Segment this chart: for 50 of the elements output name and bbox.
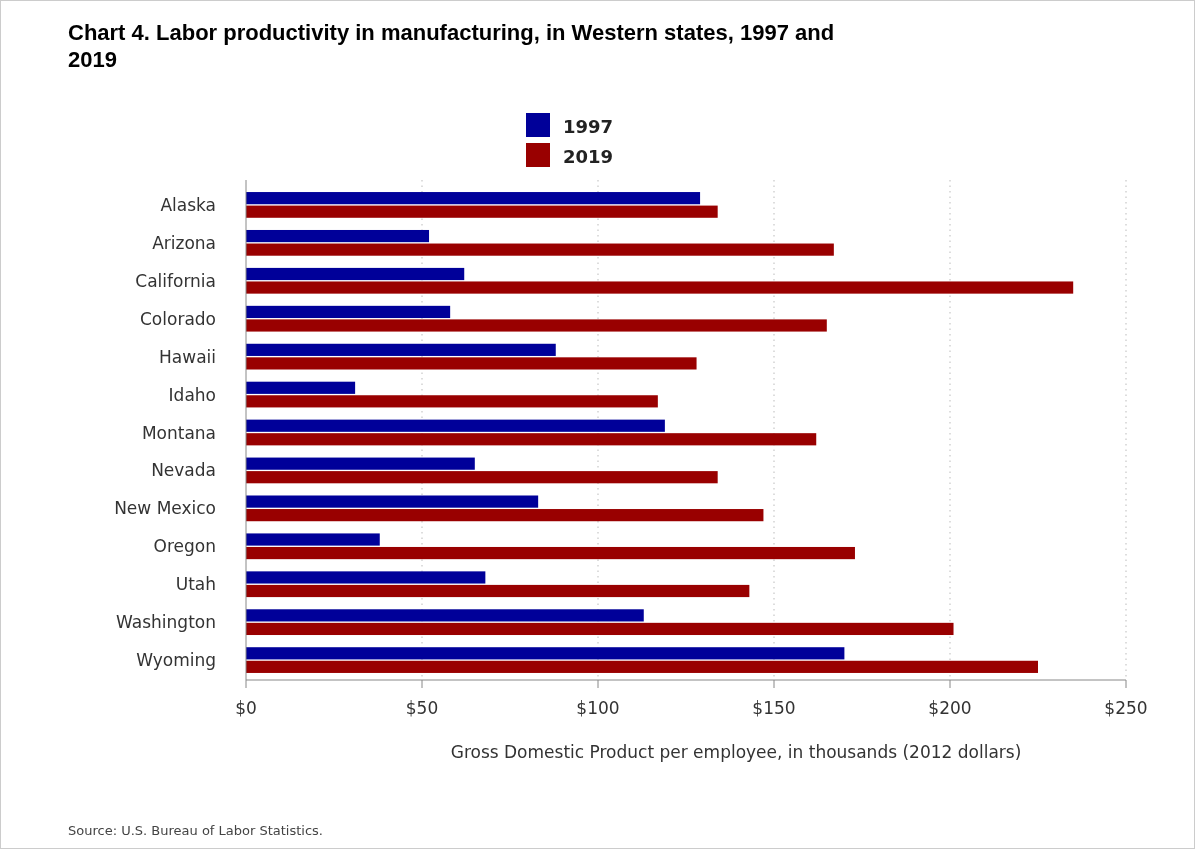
y-tick-label: Oregon	[153, 536, 216, 557]
y-tick-label: Idaho	[168, 384, 216, 405]
bar	[246, 343, 556, 356]
bar	[246, 205, 718, 218]
y-tick-label: Wyoming	[136, 650, 216, 671]
x-tick-label: $150	[752, 698, 796, 718]
bar	[246, 305, 451, 319]
bar	[246, 495, 539, 508]
bar	[246, 281, 1074, 294]
y-tick-label: Colorado	[140, 308, 216, 329]
bar	[246, 433, 817, 446]
bar	[246, 509, 764, 522]
bar	[246, 267, 465, 281]
bar	[246, 584, 750, 598]
y-tick-label: Nevada	[151, 460, 216, 481]
bar	[246, 192, 701, 205]
bar	[246, 243, 834, 256]
y-tick-label: California	[135, 270, 216, 291]
bar	[246, 381, 356, 394]
x-tick-label: $0	[235, 698, 257, 718]
bar	[246, 457, 475, 470]
bar	[246, 357, 697, 370]
bar	[246, 419, 665, 432]
bar	[246, 571, 486, 584]
x-axis-title: Gross Domestic Product per employee, in thousands (2012 dollars)	[450, 742, 1022, 762]
y-tick-label: Washington	[116, 612, 216, 633]
y-tick-label: Utah	[175, 574, 216, 595]
y-tick-label: Alaska	[160, 194, 216, 215]
bar	[246, 622, 954, 636]
y-tick-label: Hawaii	[159, 346, 216, 367]
y-tick-label: Montana	[141, 422, 216, 443]
chart-title: Chart 4. Labor productivity in manufacturing, in Western states, 1997 and 2019	[68, 20, 835, 72]
x-tick-label: $250	[1104, 698, 1148, 718]
legend-label: 1997	[563, 116, 614, 137]
bar	[246, 533, 380, 546]
bar	[246, 647, 845, 660]
bar	[246, 229, 430, 243]
bar	[246, 471, 718, 484]
source-note: Source: U.S. Bureau of Labor Statistics.	[68, 823, 323, 838]
y-tick-label: Arizona	[152, 232, 216, 253]
bar	[246, 395, 658, 408]
bar	[246, 660, 1038, 673]
bar	[246, 546, 855, 560]
x-tick-label: $200	[928, 698, 972, 718]
x-tick-label: $50	[405, 698, 439, 718]
y-tick-label: New Mexico	[114, 498, 216, 519]
legend-label: 2019	[563, 146, 614, 167]
x-tick-label: $100	[576, 698, 620, 718]
bar	[246, 609, 644, 622]
bar	[246, 319, 827, 332]
